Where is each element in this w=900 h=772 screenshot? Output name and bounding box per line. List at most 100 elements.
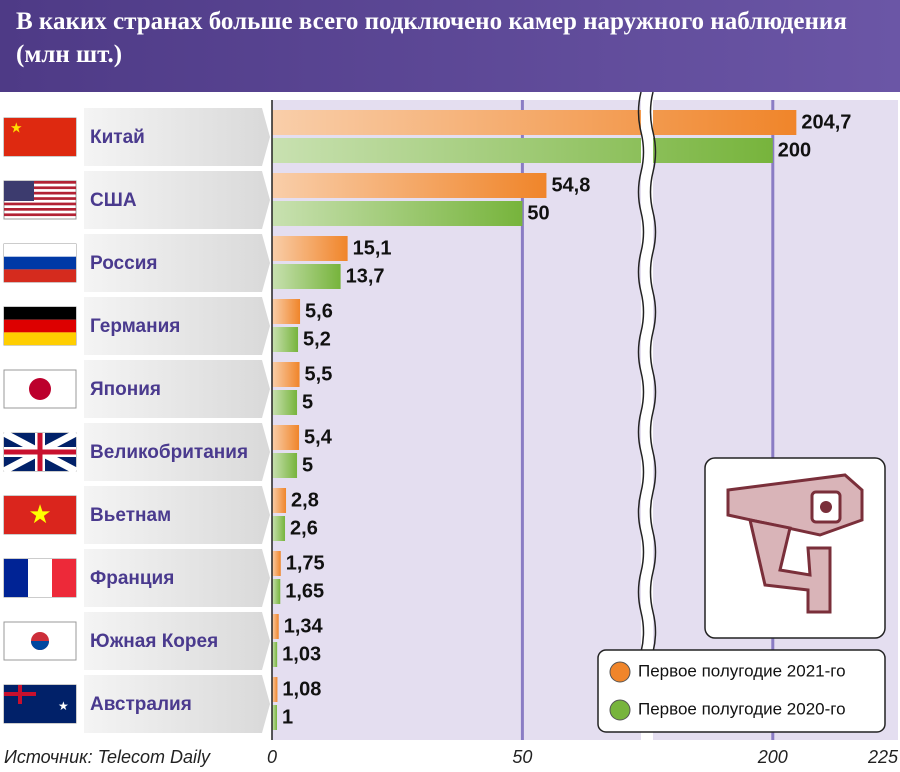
flag	[4, 685, 36, 704]
flag	[4, 256, 76, 270]
category-box	[84, 612, 270, 670]
flag	[4, 559, 28, 597]
category-label: Франция	[90, 568, 174, 589]
bar-shine	[272, 173, 547, 198]
value-label: 5,5	[305, 363, 333, 385]
bar-shine	[272, 425, 300, 450]
legend-label: Первое полугодие 2021-го	[638, 661, 846, 680]
category-box	[84, 297, 270, 355]
value-label: 54,8	[551, 174, 590, 196]
bar-shine	[272, 453, 298, 478]
x-tick-label: 200	[757, 747, 788, 767]
bar-shine	[272, 201, 523, 226]
value-label: 1,03	[282, 643, 321, 665]
value-label: 5,4	[304, 426, 333, 448]
category-box	[84, 549, 270, 607]
flag: ★	[10, 120, 23, 136]
flag	[4, 307, 76, 320]
flag	[4, 118, 76, 156]
flag	[4, 433, 76, 471]
flag	[4, 319, 76, 333]
value-label: 204,7	[801, 111, 851, 133]
flag	[4, 181, 76, 184]
bar-shine	[272, 677, 278, 702]
category-label: Вьетнам	[90, 505, 171, 526]
category-label: Германия	[90, 316, 180, 337]
legend-marker	[609, 661, 631, 683]
bar-shine	[272, 299, 301, 324]
bar-shine	[272, 236, 348, 261]
category-label: Россия	[90, 253, 157, 274]
legend-marker	[609, 699, 631, 721]
flag	[4, 191, 76, 195]
category-label: Япония	[90, 379, 161, 400]
x-tick-label: 50	[512, 747, 532, 767]
flag	[4, 186, 76, 190]
value-label: 5,2	[303, 328, 331, 350]
bar-shine	[272, 705, 278, 730]
bar-shine	[272, 390, 298, 415]
value-label: 5	[302, 454, 313, 476]
bar-shine	[272, 614, 279, 639]
bar-shine	[272, 488, 287, 513]
flag	[4, 244, 76, 257]
category-box	[84, 423, 270, 481]
category-label: Австралия	[90, 694, 192, 715]
value-label: 1,08	[282, 678, 321, 700]
flag	[4, 269, 76, 283]
value-label: 15,1	[353, 237, 392, 259]
bar-shine	[272, 642, 278, 667]
value-label: 5	[302, 391, 313, 413]
flag	[28, 559, 52, 597]
legend-box	[597, 649, 886, 733]
value-label: 1,65	[285, 580, 324, 602]
category-box	[84, 171, 270, 229]
bar-shine	[272, 516, 286, 541]
axis-break	[637, 91, 657, 742]
value-label: 200	[778, 139, 811, 161]
category-box	[84, 108, 270, 166]
camera-icon	[704, 457, 886, 639]
source: Источник: Telecom Daily	[4, 747, 211, 767]
bar-shine	[272, 551, 281, 576]
flag	[29, 378, 51, 400]
category-box	[84, 234, 270, 292]
category-label: Южная Корея	[90, 631, 218, 652]
category-box	[84, 360, 270, 418]
category-label: Китай	[90, 127, 145, 148]
chart-title: В каких странах больше всего подключено …	[0, 0, 900, 92]
flag: ★	[58, 699, 69, 713]
bar-shine	[272, 110, 797, 135]
flag	[4, 197, 76, 200]
flag	[4, 181, 34, 201]
value-label: 50	[527, 202, 549, 224]
flag	[31, 641, 49, 650]
x-tick-label: 0	[267, 747, 277, 767]
flag	[4, 213, 76, 217]
flag	[4, 202, 76, 206]
value-label: 2,6	[290, 517, 318, 539]
bar-shine	[272, 264, 341, 289]
value-label: 1,34	[284, 615, 324, 637]
flag	[52, 559, 76, 597]
x-tick-label: 225	[867, 747, 899, 767]
value-label: 13,7	[346, 265, 385, 287]
flag	[4, 496, 76, 534]
bar-shine	[272, 327, 299, 352]
category-box	[84, 486, 270, 544]
flag	[4, 208, 76, 211]
value-label: 1,75	[286, 552, 325, 574]
legend-label: Первое полугодие 2020-го	[638, 699, 846, 718]
value-label: 2,8	[291, 489, 319, 511]
category-label: Великобритания	[90, 442, 248, 463]
value-label: 5,6	[305, 300, 333, 322]
category-box	[84, 675, 270, 733]
bar-shine	[272, 362, 300, 387]
flag: ★	[28, 499, 51, 529]
value-label: 1	[282, 706, 293, 728]
bar-shine	[272, 138, 773, 163]
flag	[4, 685, 76, 723]
flag	[4, 332, 76, 346]
